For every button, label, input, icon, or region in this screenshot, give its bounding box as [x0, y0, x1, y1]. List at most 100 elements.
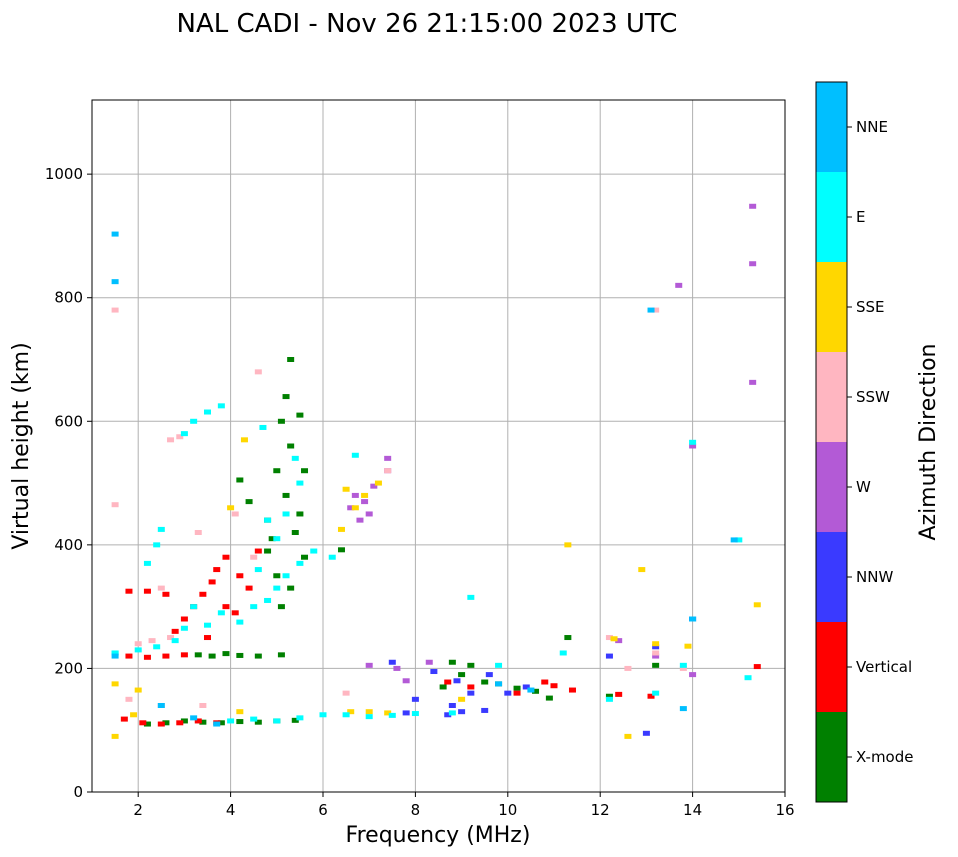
y-axis-label: Virtual height (km) — [9, 342, 34, 549]
data-point — [236, 652, 244, 658]
y-tick-label: 0 — [73, 783, 83, 801]
x-axis-label: Frequency (MHz) — [346, 823, 531, 848]
x-tick-label: 8 — [411, 801, 421, 819]
colorbar-segment — [816, 172, 847, 262]
data-point — [448, 710, 456, 716]
data-point — [328, 554, 336, 560]
data-point — [642, 730, 650, 736]
data-point — [199, 719, 207, 725]
data-point — [245, 499, 253, 505]
data-point — [605, 653, 613, 659]
data-point — [481, 679, 489, 685]
data-point — [411, 696, 419, 702]
data-point — [217, 403, 225, 409]
data-point — [448, 703, 456, 708]
chart-title: NAL CADI - Nov 26 21:15:00 2023 UTC — [177, 9, 678, 39]
data-point — [310, 548, 318, 554]
grid-lines — [92, 100, 785, 793]
colorbar-segment — [816, 442, 847, 532]
data-point — [287, 585, 295, 591]
data-point — [361, 499, 369, 505]
data-point — [287, 443, 295, 449]
data-point — [351, 492, 359, 498]
data-point — [689, 672, 697, 678]
data-point — [111, 502, 119, 508]
data-point — [411, 711, 419, 717]
colorbar-tick-label: NNE — [856, 118, 888, 136]
data-point — [176, 434, 184, 440]
data-point — [273, 573, 281, 579]
data-point — [231, 511, 239, 517]
data-point — [615, 691, 623, 697]
data-point — [624, 733, 632, 739]
data-point — [652, 690, 660, 696]
data-point — [347, 505, 355, 511]
series-nne — [111, 231, 738, 727]
data-point — [180, 431, 188, 437]
colorbar-tick-label: X-mode — [856, 748, 913, 766]
data-point — [458, 672, 466, 678]
data-point — [264, 597, 272, 603]
data-point — [157, 703, 165, 708]
data-point — [689, 616, 697, 622]
data-point — [467, 662, 475, 668]
series-e — [111, 403, 752, 724]
data-point — [180, 616, 188, 622]
data-point — [157, 526, 165, 532]
data-point — [337, 547, 345, 553]
data-point — [180, 652, 188, 658]
data-point — [689, 439, 697, 445]
data-point — [679, 665, 687, 671]
data-point — [564, 635, 572, 641]
data-point — [208, 653, 216, 659]
data-point — [204, 409, 211, 415]
data-point — [301, 554, 309, 560]
data-point — [199, 591, 207, 597]
data-point — [605, 635, 613, 641]
data-point — [541, 679, 549, 685]
data-point — [254, 653, 262, 659]
data-point — [749, 379, 757, 385]
data-point — [277, 418, 285, 424]
data-point — [254, 567, 262, 573]
data-point — [652, 653, 660, 659]
data-point — [111, 733, 119, 739]
x-tick-label: 12 — [591, 801, 610, 819]
data-point — [250, 716, 258, 722]
data-point — [467, 684, 475, 690]
data-point — [291, 530, 299, 535]
data-point — [684, 643, 692, 649]
data-point — [481, 707, 489, 713]
data-point — [374, 480, 382, 486]
data-point — [125, 653, 133, 659]
data-point — [236, 477, 244, 483]
data-point — [342, 486, 350, 492]
data-point — [282, 492, 290, 498]
data-point — [444, 679, 452, 685]
data-point — [384, 455, 392, 461]
series-w — [347, 203, 757, 684]
x-tick-label: 16 — [775, 801, 794, 819]
data-point — [439, 684, 447, 690]
data-point — [111, 650, 119, 656]
x-tick-label: 2 — [133, 801, 143, 819]
y-tick-label: 1000 — [45, 165, 83, 183]
data-point — [296, 511, 304, 517]
series-ssw — [111, 307, 687, 708]
data-point — [162, 720, 170, 726]
data-point — [120, 716, 128, 722]
data-point — [652, 641, 660, 647]
data-point — [282, 511, 290, 517]
data-point — [467, 690, 475, 696]
data-point — [162, 591, 170, 597]
data-point — [134, 641, 142, 647]
data-point — [532, 688, 540, 694]
data-point — [236, 619, 244, 625]
data-point — [125, 588, 133, 594]
data-point — [254, 548, 262, 554]
data-point — [513, 685, 521, 691]
data-point — [448, 659, 456, 665]
data-point — [365, 511, 373, 517]
data-point — [444, 712, 452, 718]
data-point — [167, 437, 175, 443]
